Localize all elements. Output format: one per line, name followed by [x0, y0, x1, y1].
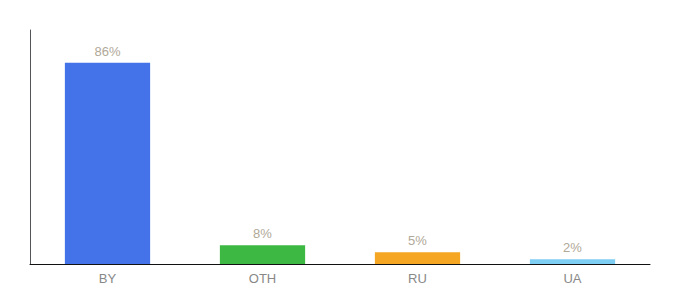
svg-text:8%: 8% — [253, 226, 272, 241]
svg-text:2%: 2% — [563, 240, 582, 255]
svg-text:BY: BY — [99, 271, 117, 286]
svg-text:RU: RU — [408, 271, 427, 286]
svg-text:86%: 86% — [94, 44, 120, 59]
svg-text:UA: UA — [563, 271, 581, 286]
svg-text:5%: 5% — [408, 233, 427, 248]
svg-text:OTH: OTH — [249, 271, 276, 286]
